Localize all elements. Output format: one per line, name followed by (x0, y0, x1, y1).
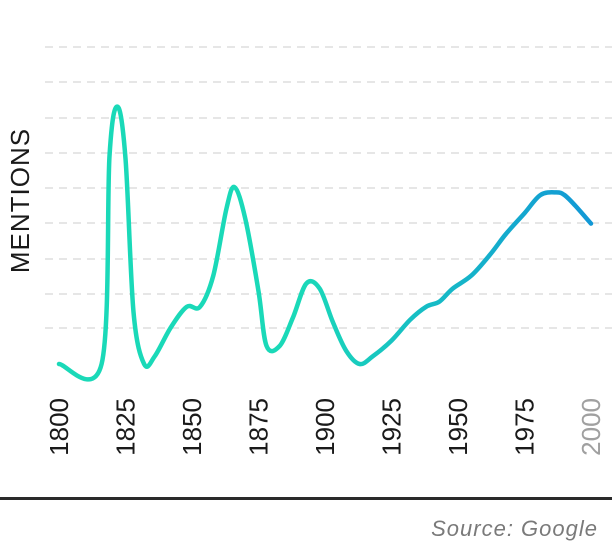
x-tick-label-1975: 1975 (510, 398, 540, 456)
x-tick-label-1825: 1825 (111, 398, 141, 456)
x-tick-label-1950: 1950 (443, 398, 473, 456)
grid-lines (45, 46, 612, 329)
y-axis-label: MENTIONS (5, 127, 36, 273)
bottom-rule (0, 497, 612, 500)
x-tick-label-1900: 1900 (310, 398, 340, 456)
x-tick-label-1925: 1925 (377, 398, 407, 456)
series-line (56, 104, 594, 382)
x-tick-label-2000: 2000 (576, 398, 606, 456)
source-note: Source: Google (431, 516, 598, 541)
x-tick-label-1800: 1800 (44, 398, 74, 456)
x-axis-ticks: 1800 1825 1850 1875 1900 1925 1950 1975 2000 (44, 398, 606, 456)
x-tick-label-1875: 1875 (244, 398, 274, 456)
x-tick-label-1850: 1850 (177, 398, 207, 456)
y-axis-label-wrap: MENTIONS (4, 120, 38, 280)
